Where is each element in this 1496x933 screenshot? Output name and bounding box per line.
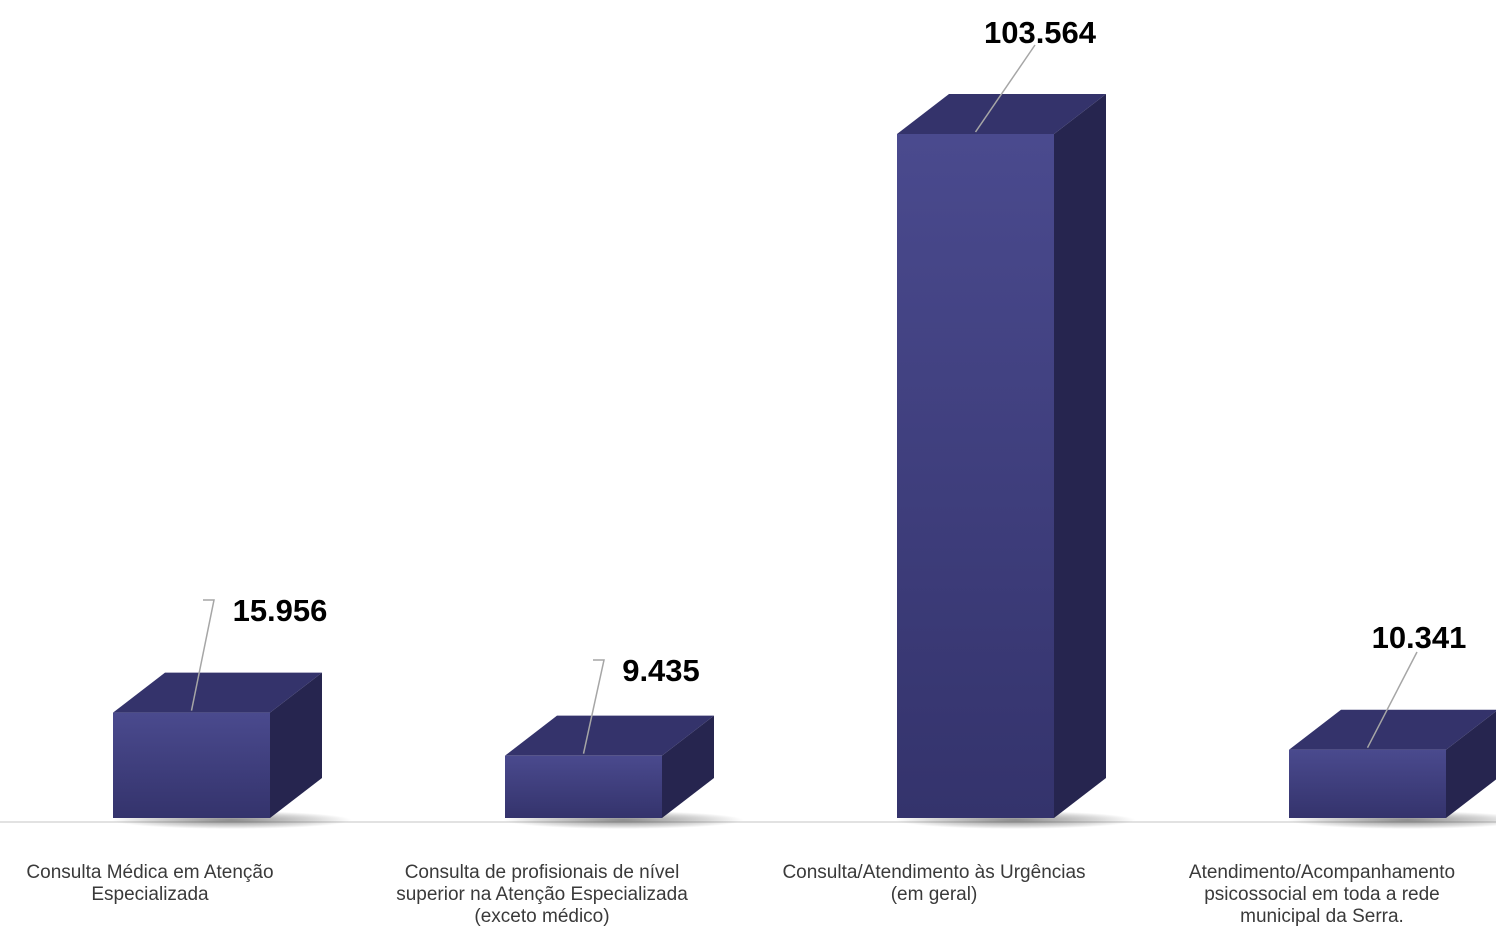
category-label: Consulta Médica em Atenção Especializada [26, 862, 274, 905]
leader-line [1366, 651, 1418, 749]
bar-side [1446, 711, 1496, 818]
bar-front [113, 712, 270, 818]
bar-front [897, 134, 1054, 818]
data-label: 103.564 [984, 15, 1097, 50]
bar-top [505, 715, 714, 756]
bar-top [897, 94, 1106, 134]
bar-side [270, 672, 322, 818]
bar-1 [111, 672, 352, 829]
category-label: Atendimento/Acompanhamento psicossocial … [1188, 862, 1456, 927]
bar-front [505, 755, 662, 818]
bar-3 [895, 94, 1136, 829]
leader-line [190, 599, 215, 711]
bar-side [1054, 94, 1106, 818]
data-label: 9.435 [622, 653, 700, 688]
bar-top [113, 672, 322, 713]
leader-line [974, 44, 1036, 133]
data-label: 10.341 [1372, 620, 1467, 655]
leader-line [582, 659, 605, 754]
data-label: 15.956 [233, 593, 328, 628]
bar-top [1289, 709, 1496, 750]
category-label: Consulta/Atendimento às Urgências (em ge… [782, 862, 1086, 905]
category-label: Consulta de profisionais de nível superi… [396, 862, 688, 927]
bar-front [1289, 749, 1446, 818]
bar-side [662, 715, 714, 818]
bar-4 [1287, 709, 1496, 829]
bar-2 [503, 715, 744, 829]
